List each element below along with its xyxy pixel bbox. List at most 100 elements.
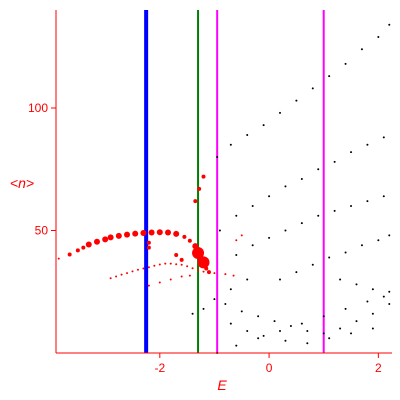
data-point bbox=[268, 195, 271, 198]
data-point bbox=[109, 277, 112, 280]
data-point bbox=[136, 268, 139, 271]
data-point bbox=[240, 234, 243, 237]
data-point bbox=[67, 252, 72, 257]
data-point bbox=[158, 263, 161, 266]
data-point bbox=[235, 214, 238, 217]
data-point bbox=[268, 236, 271, 239]
data-point bbox=[350, 205, 353, 207]
data-point bbox=[147, 284, 150, 287]
data-point bbox=[289, 325, 292, 328]
data-point bbox=[279, 329, 281, 332]
x-axis-title: E bbox=[217, 377, 227, 393]
data-point bbox=[224, 303, 227, 305]
data-point bbox=[229, 143, 232, 146]
x-tick-label: 0 bbox=[266, 361, 273, 375]
data-point bbox=[75, 248, 80, 253]
data-point bbox=[377, 239, 380, 242]
data-point bbox=[251, 205, 254, 207]
data-point bbox=[156, 229, 163, 236]
data-point bbox=[147, 266, 150, 269]
data-point bbox=[235, 239, 238, 242]
data-point bbox=[240, 310, 243, 313]
data-point bbox=[350, 151, 353, 154]
data-point bbox=[206, 270, 211, 275]
data-point bbox=[186, 265, 189, 268]
data-point bbox=[158, 281, 161, 284]
data-point bbox=[300, 322, 303, 325]
axes bbox=[55, 10, 392, 354]
data-point bbox=[295, 99, 298, 102]
data-point bbox=[360, 48, 363, 51]
reference-lines bbox=[144, 10, 325, 353]
data-point bbox=[300, 178, 303, 181]
data-point bbox=[246, 133, 249, 136]
data-point bbox=[173, 230, 180, 237]
data-point bbox=[201, 174, 206, 179]
data-point bbox=[93, 238, 100, 245]
data-point bbox=[115, 232, 122, 239]
data-point bbox=[175, 263, 178, 266]
data-point bbox=[146, 240, 151, 245]
data-point bbox=[355, 320, 358, 323]
data-point bbox=[132, 230, 139, 237]
data-point bbox=[371, 312, 374, 315]
data-point bbox=[81, 245, 86, 250]
data-point bbox=[191, 312, 194, 315]
data-point bbox=[388, 303, 391, 305]
data-point bbox=[328, 337, 331, 340]
data-point bbox=[339, 278, 342, 281]
data-point bbox=[279, 111, 281, 114]
data-point bbox=[153, 264, 156, 267]
data-point bbox=[360, 244, 363, 247]
data-point bbox=[279, 278, 281, 281]
data-point bbox=[202, 270, 205, 273]
data-point bbox=[377, 35, 380, 38]
data-point bbox=[131, 270, 134, 273]
data-point bbox=[193, 199, 198, 204]
data-point bbox=[224, 273, 227, 276]
data-point bbox=[140, 229, 147, 236]
data-point bbox=[197, 256, 210, 269]
data-point bbox=[339, 327, 342, 330]
data-point bbox=[382, 295, 385, 298]
data-point bbox=[164, 262, 167, 265]
data-point bbox=[322, 332, 325, 335]
data-point bbox=[107, 234, 114, 241]
data-point bbox=[262, 124, 265, 127]
data-point bbox=[371, 327, 374, 330]
data-point bbox=[213, 298, 216, 301]
data-point bbox=[169, 262, 172, 265]
data-point bbox=[216, 156, 219, 158]
data-point bbox=[169, 278, 172, 281]
data-point bbox=[191, 267, 194, 270]
data-point bbox=[180, 263, 183, 266]
data-point bbox=[366, 143, 369, 146]
data-point bbox=[257, 337, 260, 340]
data-point bbox=[344, 307, 347, 310]
data-point bbox=[232, 274, 235, 277]
data-point bbox=[344, 251, 347, 254]
ticks: -2 0 2 50 100 bbox=[28, 101, 382, 375]
data-point bbox=[366, 300, 369, 303]
data-point bbox=[257, 315, 260, 318]
data-point bbox=[295, 271, 298, 274]
data-point bbox=[333, 160, 336, 163]
data-point bbox=[317, 214, 320, 217]
data-point bbox=[188, 274, 191, 277]
data-point bbox=[182, 234, 187, 239]
data-point bbox=[197, 186, 202, 191]
data-points bbox=[57, 23, 391, 354]
y-axis-title: <n> bbox=[10, 175, 34, 191]
y-tick-label: 50 bbox=[35, 224, 49, 238]
data-point bbox=[229, 288, 232, 291]
data-point bbox=[120, 273, 123, 276]
data-point bbox=[344, 62, 347, 65]
data-point bbox=[124, 231, 131, 238]
data-point bbox=[382, 136, 385, 139]
data-point bbox=[322, 315, 325, 318]
data-point bbox=[229, 322, 232, 325]
data-point bbox=[246, 329, 249, 332]
data-point bbox=[284, 339, 287, 342]
data-point bbox=[57, 257, 60, 260]
data-point bbox=[174, 253, 179, 257]
